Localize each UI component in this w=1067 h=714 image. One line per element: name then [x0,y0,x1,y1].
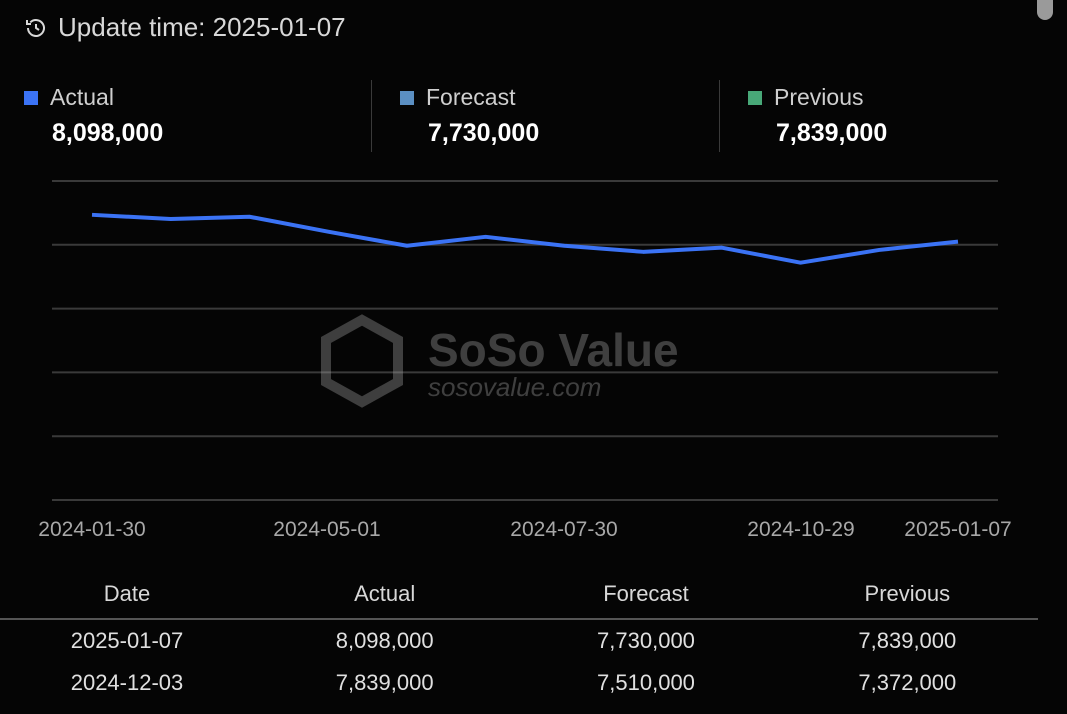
cell-date: 2025-01-07 [70,628,184,653]
cell-actual: 7,839,000 [335,670,434,695]
previous-swatch [748,90,762,105]
sosovalue-logo [321,314,403,408]
table-row: 2024-12-03 7,839,000 7,510,000 7,372,000 [0,662,1038,704]
cell-forecast: 7,730,000 [597,628,695,653]
legend-previous: Previous 7,839,000 [719,80,1067,152]
legend-actual: Actual 8,098,000 [24,80,371,152]
watermark: SoSo Value sosovalue.com [321,314,679,408]
legend-label: Previous [774,84,864,110]
x-tick-label: 2024-07-30 [510,518,617,541]
forecast-swatch [400,90,414,105]
legend-label: Forecast [426,84,516,110]
cell-previous: 7,839,000 [858,628,957,653]
legend-value: 7,730,000 [428,119,540,147]
cell-forecast: 7,510,000 [597,670,695,695]
cell-date: 2024-12-03 [70,670,184,695]
history-icon [26,18,45,37]
actual-swatch [24,90,38,105]
x-tick-label: 2024-10-29 [747,518,854,541]
legend-value: 8,098,000 [52,119,164,147]
col-actual: Actual [254,570,516,620]
line-chart: SoSo Value sosovalue.com 2024-01-30 2024-… [38,180,1012,541]
cell-previous: 7,372,000 [858,670,957,695]
col-forecast: Forecast [515,570,777,620]
legend-label: Actual [50,84,114,110]
legend-value: 7,839,000 [776,119,888,147]
scrollbar[interactable] [1037,0,1053,20]
update-time-label: Update time: 2025-01-07 [58,12,346,42]
table-row: 2025-01-07 8,098,000 7,730,000 7,839,000 [0,619,1038,662]
x-tick-label: 2024-05-01 [273,518,380,541]
watermark-url: sosovalue.com [428,372,601,402]
series-line-actual [91,212,959,265]
data-table: Date Actual Forecast Previous 2025-01-07… [0,570,1038,704]
cell-actual: 8,098,000 [335,628,434,653]
legend-forecast: Forecast 7,730,000 [371,80,719,152]
col-date: Date [0,570,254,620]
x-tick-label: 2025-01-07 [904,518,1011,541]
col-previous: Previous [776,570,1038,620]
update-time: Update time: 2025-01-07 [24,12,346,43]
legend: Actual 8,098,000 Forecast 7,730,000 Prev… [24,80,1067,152]
x-tick-label: 2024-01-30 [38,518,145,541]
watermark-brand: SoSo Value [428,324,679,376]
